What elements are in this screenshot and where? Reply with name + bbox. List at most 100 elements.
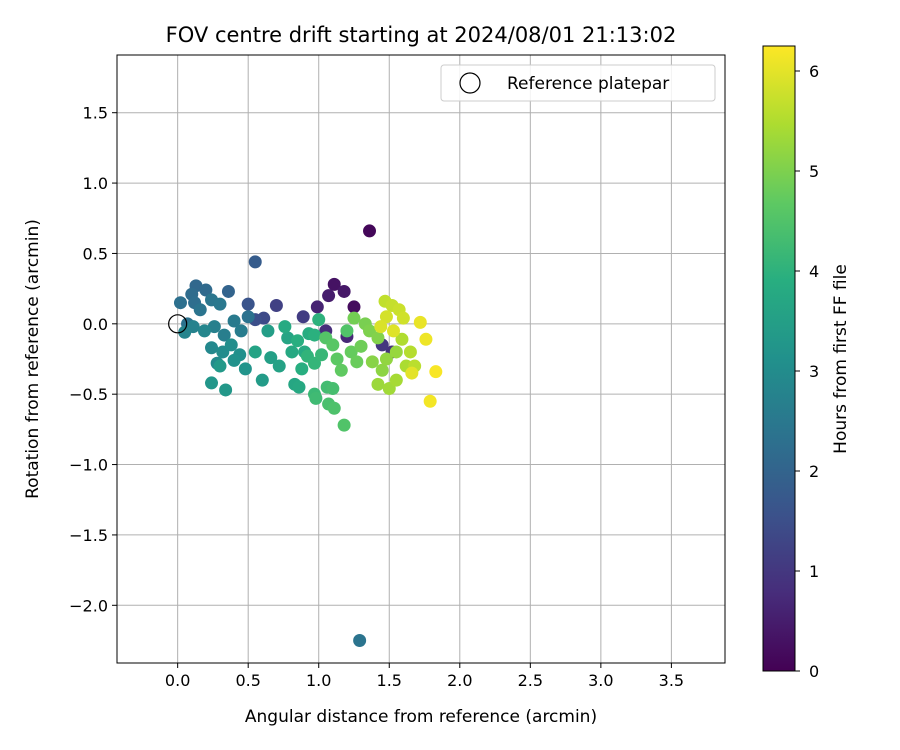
x-tick-label: 2.0: [447, 671, 472, 690]
data-point: [419, 332, 433, 346]
data-point: [241, 310, 255, 324]
data-point: [312, 313, 326, 327]
y-axis-ticks: −2.0 −1.5 −1.0 −0.5 0.0 0.5 1.0 1.5: [69, 104, 117, 615]
data-point: [330, 352, 344, 366]
data-point: [285, 345, 299, 359]
data-point: [365, 355, 379, 369]
data-point: [347, 300, 361, 314]
data-point: [193, 303, 207, 317]
data-point: [310, 300, 324, 314]
data-point: [207, 320, 221, 334]
y-tick-label: −0.5: [69, 385, 108, 404]
data-point: [403, 345, 417, 359]
data-point: [326, 338, 340, 352]
data-point: [296, 310, 310, 324]
data-point: [248, 255, 262, 269]
data-point: [241, 297, 255, 311]
y-axis-label: Rotation from reference (arcmin): [23, 219, 43, 499]
data-point: [178, 325, 192, 339]
data-point: [261, 324, 275, 338]
data-point: [238, 362, 252, 376]
data-point: [389, 373, 403, 387]
data-point: [413, 315, 427, 329]
y-tick-label: 0.0: [83, 315, 108, 334]
colorbar-ticks: 0 1 2 3 4 5 6: [795, 62, 819, 681]
data-point: [291, 334, 305, 348]
data-point: [173, 296, 187, 310]
data-point: [374, 320, 388, 334]
x-axis-label: Angular distance from reference (arcmin): [245, 707, 597, 727]
data-points: [173, 224, 443, 647]
x-axis-ticks: 0.0 0.5 1.0 1.5 2.0 2.5 3.0 3.5: [165, 663, 684, 690]
colorbar-label: Hours from first FF file: [831, 264, 851, 454]
data-point: [375, 363, 389, 377]
y-tick-label: −1.0: [69, 456, 108, 475]
data-point: [423, 394, 437, 408]
chart-title: FOV centre drift starting at 2024/08/01 …: [166, 23, 677, 47]
data-point: [350, 355, 364, 369]
data-point: [309, 391, 323, 405]
data-point: [327, 277, 341, 291]
data-point: [327, 401, 341, 415]
y-tick-label: −1.5: [69, 526, 108, 545]
data-point: [405, 366, 419, 380]
legend: Reference platepar: [440, 64, 716, 102]
x-tick-label: 1.0: [306, 671, 331, 690]
data-point: [227, 353, 241, 367]
data-point: [337, 418, 351, 432]
data-point: [379, 352, 393, 366]
colorbar-tick-label: 2: [809, 462, 819, 481]
x-tick-label: 3.0: [588, 671, 613, 690]
y-tick-label: 1.5: [83, 104, 108, 123]
data-point: [337, 284, 351, 298]
data-point: [199, 283, 213, 297]
data-point: [354, 339, 368, 353]
data-point: [344, 345, 358, 359]
colorbar-tick-label: 5: [809, 162, 819, 181]
colorbar: 0 1 2 3 4 5 6 Hours from first FF file: [762, 45, 851, 681]
grid: [117, 55, 725, 663]
colorbar-tick-label: 1: [809, 562, 819, 581]
data-point: [278, 320, 292, 334]
data-point: [371, 377, 385, 391]
data-point: [269, 299, 283, 313]
data-point: [307, 328, 321, 342]
data-point: [396, 311, 410, 325]
data-point: [353, 633, 367, 647]
data-point: [371, 331, 385, 345]
data-point: [221, 284, 235, 298]
data-point: [255, 373, 269, 387]
plot-frame: [116, 54, 726, 664]
x-tick-label: 2.5: [518, 671, 543, 690]
legend-entry-label: Reference platepar: [507, 74, 669, 94]
data-point: [395, 332, 409, 346]
x-tick-label: 0.0: [165, 671, 190, 690]
x-tick-label: 3.5: [659, 671, 684, 690]
data-point: [295, 362, 309, 376]
data-point: [326, 382, 340, 396]
data-point: [248, 345, 262, 359]
y-tick-label: 1.0: [83, 174, 108, 193]
data-point: [379, 310, 393, 324]
colorbar-tick-label: 3: [809, 362, 819, 381]
data-point: [224, 338, 238, 352]
data-point: [429, 365, 443, 379]
data-point: [363, 224, 377, 238]
data-point: [217, 328, 231, 342]
x-tick-label: 1.5: [377, 671, 402, 690]
data-point: [340, 324, 354, 338]
data-point: [334, 363, 348, 377]
data-point: [234, 324, 248, 338]
data-point: [386, 324, 400, 338]
data-point: [264, 351, 278, 365]
legend-box: [440, 64, 716, 102]
data-point: [315, 348, 329, 362]
data-point: [219, 383, 233, 397]
y-tick-label: −2.0: [69, 596, 108, 615]
data-point: [347, 311, 361, 325]
data-point: [197, 324, 211, 338]
data-point: [213, 359, 227, 373]
data-point: [272, 359, 286, 373]
data-point: [292, 380, 306, 394]
